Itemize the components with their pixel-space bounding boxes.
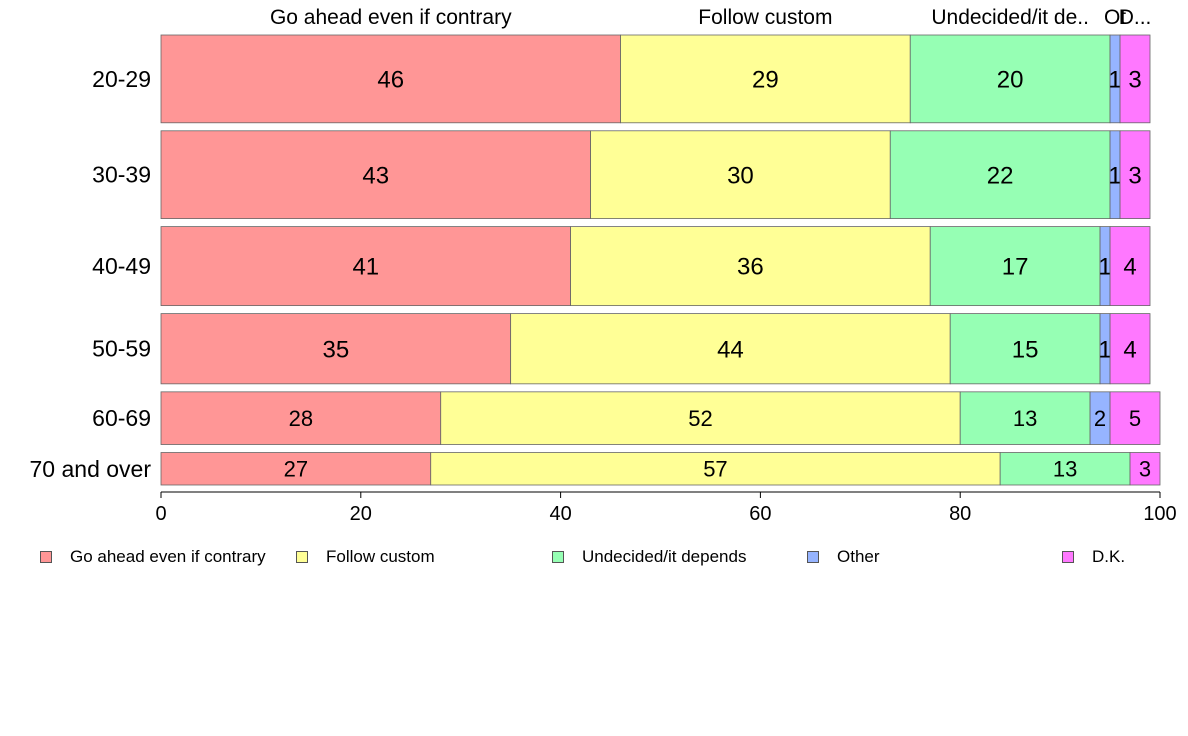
series-top-label: Ot	[1104, 6, 1126, 29]
data-label: 13	[1053, 457, 1077, 482]
data-label: 44	[717, 336, 744, 363]
data-label: 52	[688, 406, 712, 431]
x-tick-label: 20	[350, 503, 372, 525]
bar-segment	[1109, 226, 1151, 307]
bar-segment	[1129, 452, 1161, 486]
bar-segment	[1119, 130, 1151, 219]
legend-label: Go ahead even if contrary	[70, 547, 266, 566]
legend-swatch	[1062, 551, 1074, 563]
legend-swatch	[296, 551, 308, 563]
bar-segment	[160, 391, 442, 445]
category-label: 50-59	[92, 336, 151, 362]
category-label: 70 and over	[30, 456, 152, 482]
data-label: 1	[1098, 336, 1111, 363]
legend: Go ahead even if contrary Follow custom Un…	[0, 546, 1188, 568]
bar-segment	[929, 226, 1101, 307]
series-top-label: Undecided/it de..	[931, 6, 1089, 29]
data-label: 30	[727, 162, 754, 189]
legend-item: D.K.	[1062, 546, 1125, 568]
category-label: 40-49	[92, 253, 151, 279]
series-top-label: Follow custom	[698, 6, 832, 29]
category-label: 30-39	[92, 162, 151, 188]
data-label: 1	[1108, 162, 1121, 189]
bar-segment	[430, 452, 1001, 486]
data-label: 43	[362, 162, 389, 189]
bar-segment	[160, 34, 621, 124]
category-label: 20-29	[92, 66, 151, 92]
data-label: 15	[1012, 336, 1039, 363]
legend-label: D.K.	[1092, 547, 1126, 566]
bar-segment	[160, 452, 432, 486]
data-label: 17	[1002, 254, 1029, 281]
data-label: 22	[987, 162, 1014, 189]
data-label: 1	[1098, 254, 1111, 281]
x-tick-label: 0	[155, 503, 166, 525]
data-label: 36	[737, 254, 764, 281]
legend-swatch	[552, 551, 564, 563]
data-label: 20	[997, 67, 1024, 94]
data-label: 35	[322, 336, 349, 363]
data-label: 28	[289, 406, 313, 431]
series-top-label: Go ahead even if contrary	[270, 6, 512, 29]
bar-segment	[590, 130, 891, 219]
x-tick-label: 40	[549, 503, 571, 525]
data-label: 4	[1123, 336, 1136, 363]
x-tick-label: 60	[749, 503, 771, 525]
bar-segment	[999, 452, 1131, 486]
data-label: 2	[1094, 406, 1106, 431]
data-label: 5	[1129, 406, 1141, 431]
legend-item: Undecided/it depends	[552, 546, 746, 568]
bar-segment	[620, 34, 911, 124]
data-label: 29	[752, 67, 779, 94]
legend-item: Follow custom	[296, 546, 435, 568]
data-label: 3	[1128, 67, 1141, 94]
data-label: 46	[377, 67, 404, 94]
bar-segment	[1109, 391, 1161, 445]
category-label: 60-69	[92, 405, 151, 431]
data-label: 57	[703, 457, 727, 482]
bar-segment	[440, 391, 961, 445]
legend-label: Other	[837, 547, 880, 566]
bar-segment	[160, 130, 591, 219]
data-label: 13	[1013, 406, 1037, 431]
data-label: 27	[284, 457, 308, 482]
bar-segment	[889, 130, 1111, 219]
bar-segment	[570, 226, 931, 307]
x-tick-label: 80	[949, 503, 971, 525]
data-label: 41	[352, 254, 379, 281]
bar-segment	[510, 313, 951, 385]
data-label: 3	[1139, 457, 1151, 482]
data-label: 3	[1128, 162, 1141, 189]
bar-segment	[909, 34, 1111, 124]
legend-label: Follow custom	[326, 547, 435, 566]
legend-label: Undecided/it depends	[582, 547, 747, 566]
legend-item: Other	[807, 546, 880, 568]
bar-segment	[949, 313, 1101, 385]
bar-segment	[1119, 34, 1151, 124]
bar-segment	[160, 313, 512, 385]
legend-item: Go ahead even if contrary	[40, 546, 266, 568]
x-tick-label: 100	[1143, 503, 1176, 525]
data-label: 1	[1108, 67, 1121, 94]
series-top-label: D...	[1119, 6, 1152, 29]
legend-swatch	[807, 551, 819, 563]
data-label: 4	[1123, 254, 1136, 281]
legend-swatch	[40, 551, 52, 563]
bar-segment	[1109, 313, 1151, 385]
